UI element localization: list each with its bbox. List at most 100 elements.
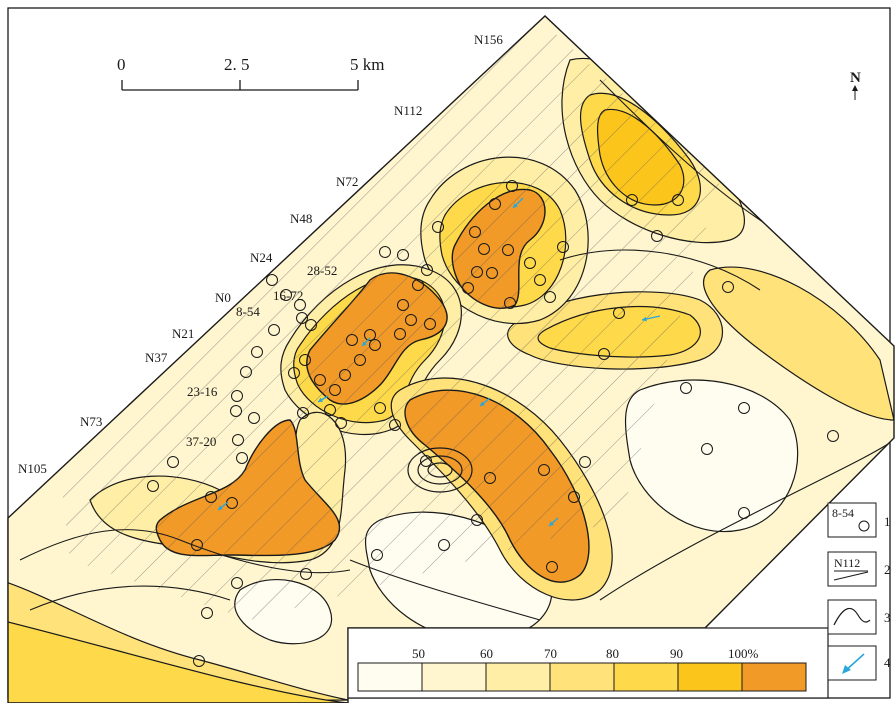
flow-arrows [217, 197, 661, 527]
well-marker [397, 249, 409, 261]
scale-cell [677, 662, 743, 692]
well-marker [738, 402, 750, 414]
scale-cell [549, 662, 615, 692]
flow-arrow [317, 395, 329, 403]
well-marker [420, 455, 432, 467]
legend-box-1 [827, 502, 877, 538]
scale-label-50: 50 [412, 646, 425, 661]
well-marker [280, 289, 292, 301]
flow-arrow [479, 397, 491, 407]
well-marker [297, 407, 309, 419]
well-marker [167, 456, 179, 468]
line-label-n72: N72 [336, 174, 358, 189]
well-marker [722, 281, 734, 293]
well-marker [397, 299, 409, 311]
line-label-n21: N21 [172, 326, 194, 341]
well-marker [335, 417, 347, 429]
well-marker [339, 369, 351, 381]
well-marker [626, 194, 638, 206]
well-marker [240, 366, 252, 378]
well-marker [524, 257, 536, 269]
scale-bar: 0 2. 5 5 km [117, 55, 384, 91]
scale-tick-5km: 5 km [350, 55, 384, 74]
well-marker [579, 456, 591, 468]
well-marker [364, 329, 376, 341]
well-marker [504, 297, 516, 309]
well-marker [486, 267, 498, 279]
well-marker [236, 452, 248, 464]
well-marker [544, 291, 556, 303]
legend-num-1: 1 [884, 514, 891, 529]
line-label-n37: N37 [145, 350, 168, 365]
well-marker [231, 577, 243, 589]
well-marker [478, 243, 490, 255]
legend-num-4: 4 [884, 655, 891, 670]
line-label-n24: N24 [250, 250, 273, 265]
well-marker [266, 274, 278, 286]
scale-label-100: 100% [728, 646, 759, 661]
well-marker [205, 491, 217, 503]
legend-sample-line: N112 [834, 556, 860, 570]
well-marker [201, 607, 213, 619]
well-marker [484, 472, 496, 484]
scale-label-60: 60 [480, 646, 493, 661]
well-marker [421, 264, 433, 276]
well-marker [546, 561, 558, 573]
legend-num-3: 3 [884, 610, 891, 625]
well-marker [251, 346, 263, 358]
well-marker [471, 266, 483, 278]
well-marker [557, 241, 569, 253]
well-marker [329, 384, 341, 396]
well-marker [300, 568, 312, 580]
line-label-n112: N112 [394, 103, 422, 118]
well-marker [294, 299, 306, 311]
legend-sample-well: 8-54 [832, 506, 854, 520]
well-marker [346, 334, 358, 346]
well-marker [701, 443, 713, 455]
well-marker [232, 434, 244, 446]
scale-label-70: 70 [544, 646, 557, 661]
well-marker [299, 354, 311, 366]
well-marker [538, 464, 550, 476]
legend-box-2 [827, 551, 877, 587]
line-label-n156: N156 [474, 32, 503, 47]
well-marker [374, 402, 386, 414]
flow-arrow [217, 501, 229, 511]
well-marker [231, 390, 243, 402]
well-marker [296, 312, 308, 324]
scale-cell [357, 662, 423, 692]
line-label-n0: N0 [215, 290, 231, 305]
scale-tick-0: 0 [117, 55, 126, 74]
well-marker [613, 307, 625, 319]
well-marker [412, 279, 424, 291]
well-marker [506, 180, 518, 192]
line-label-n48: N48 [290, 211, 312, 226]
flow-arrow [548, 517, 559, 527]
well-marker [268, 324, 280, 336]
color-scale: 50 60 70 80 90 100% [347, 627, 829, 699]
scale-cell [421, 662, 487, 692]
well-marker [354, 354, 366, 366]
well-marker [502, 244, 514, 256]
well-marker [471, 514, 483, 526]
well-marker [147, 480, 159, 492]
well-marker [672, 194, 684, 206]
well-marker [369, 339, 381, 351]
well-marker [432, 221, 444, 233]
well-label-28-52: 28-52 [307, 263, 337, 278]
well-marker [534, 274, 546, 286]
well-markers [147, 180, 839, 667]
flow-arrow [512, 197, 524, 209]
scale-label-90: 90 [670, 646, 683, 661]
north-arrow: N [850, 70, 861, 100]
well-marker [191, 539, 203, 551]
flow-arrow [361, 337, 371, 347]
well-marker [405, 314, 417, 326]
line-label-n105: N105 [18, 461, 47, 476]
well-label-8-54: 8-54 [236, 304, 260, 319]
well-marker [371, 549, 383, 561]
well-marker [193, 655, 205, 667]
well-marker [827, 430, 839, 442]
well-marker [424, 318, 436, 330]
